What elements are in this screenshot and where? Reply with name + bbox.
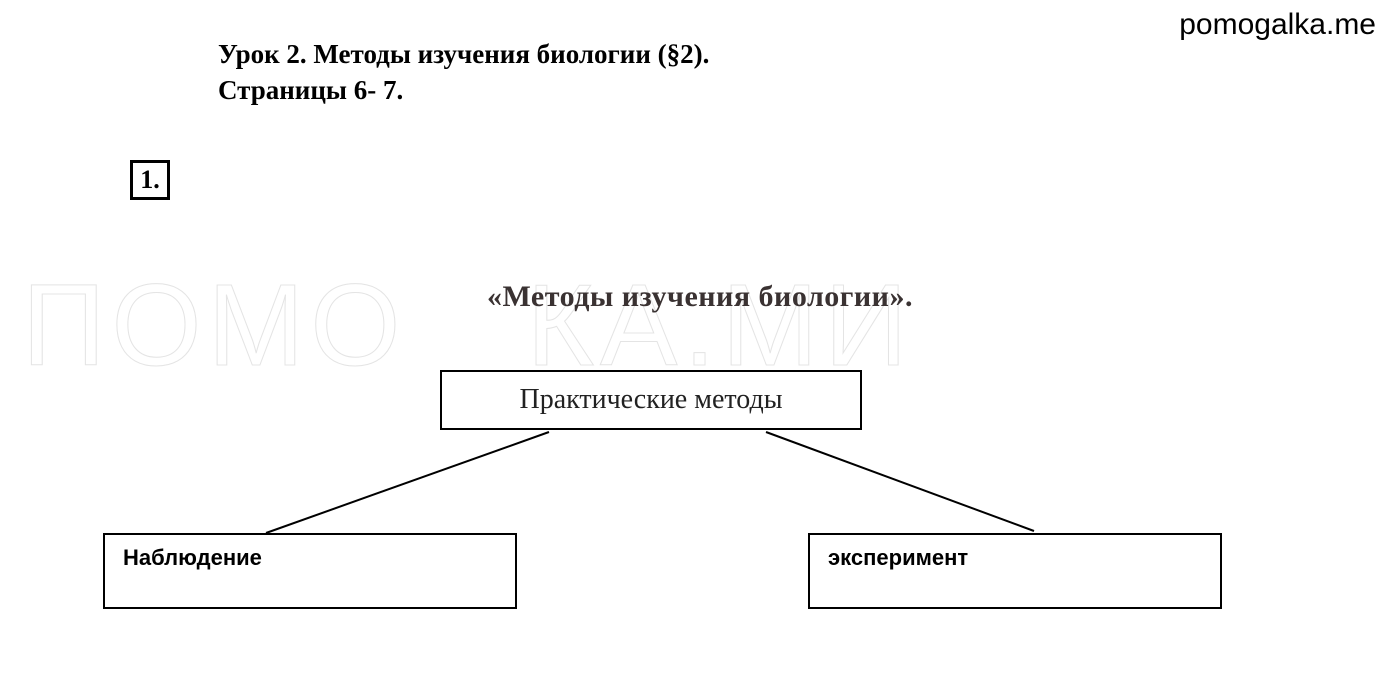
page-header: Урок 2. Методы изучения биологии (§2). С…	[218, 36, 709, 109]
header-line-2: Страницы 6- 7.	[218, 72, 709, 108]
edge-root-right	[766, 432, 1034, 531]
node-right: эксперимент	[808, 533, 1222, 609]
diagram-title: «Методы изучения биологии».	[0, 280, 1400, 314]
node-root-label: Практические методы	[519, 384, 782, 416]
header-line-1: Урок 2. Методы изучения биологии (§2).	[218, 36, 709, 72]
site-watermark: pomogalka.me	[1179, 8, 1376, 42]
edge-root-left	[266, 432, 549, 533]
node-left-label: Наблюдение	[123, 545, 262, 571]
question-number-box: 1.	[130, 160, 170, 200]
question-number: 1.	[140, 165, 160, 195]
node-right-label: эксперимент	[828, 545, 968, 571]
node-root: Практические методы	[440, 370, 862, 430]
node-left: Наблюдение	[103, 533, 517, 609]
